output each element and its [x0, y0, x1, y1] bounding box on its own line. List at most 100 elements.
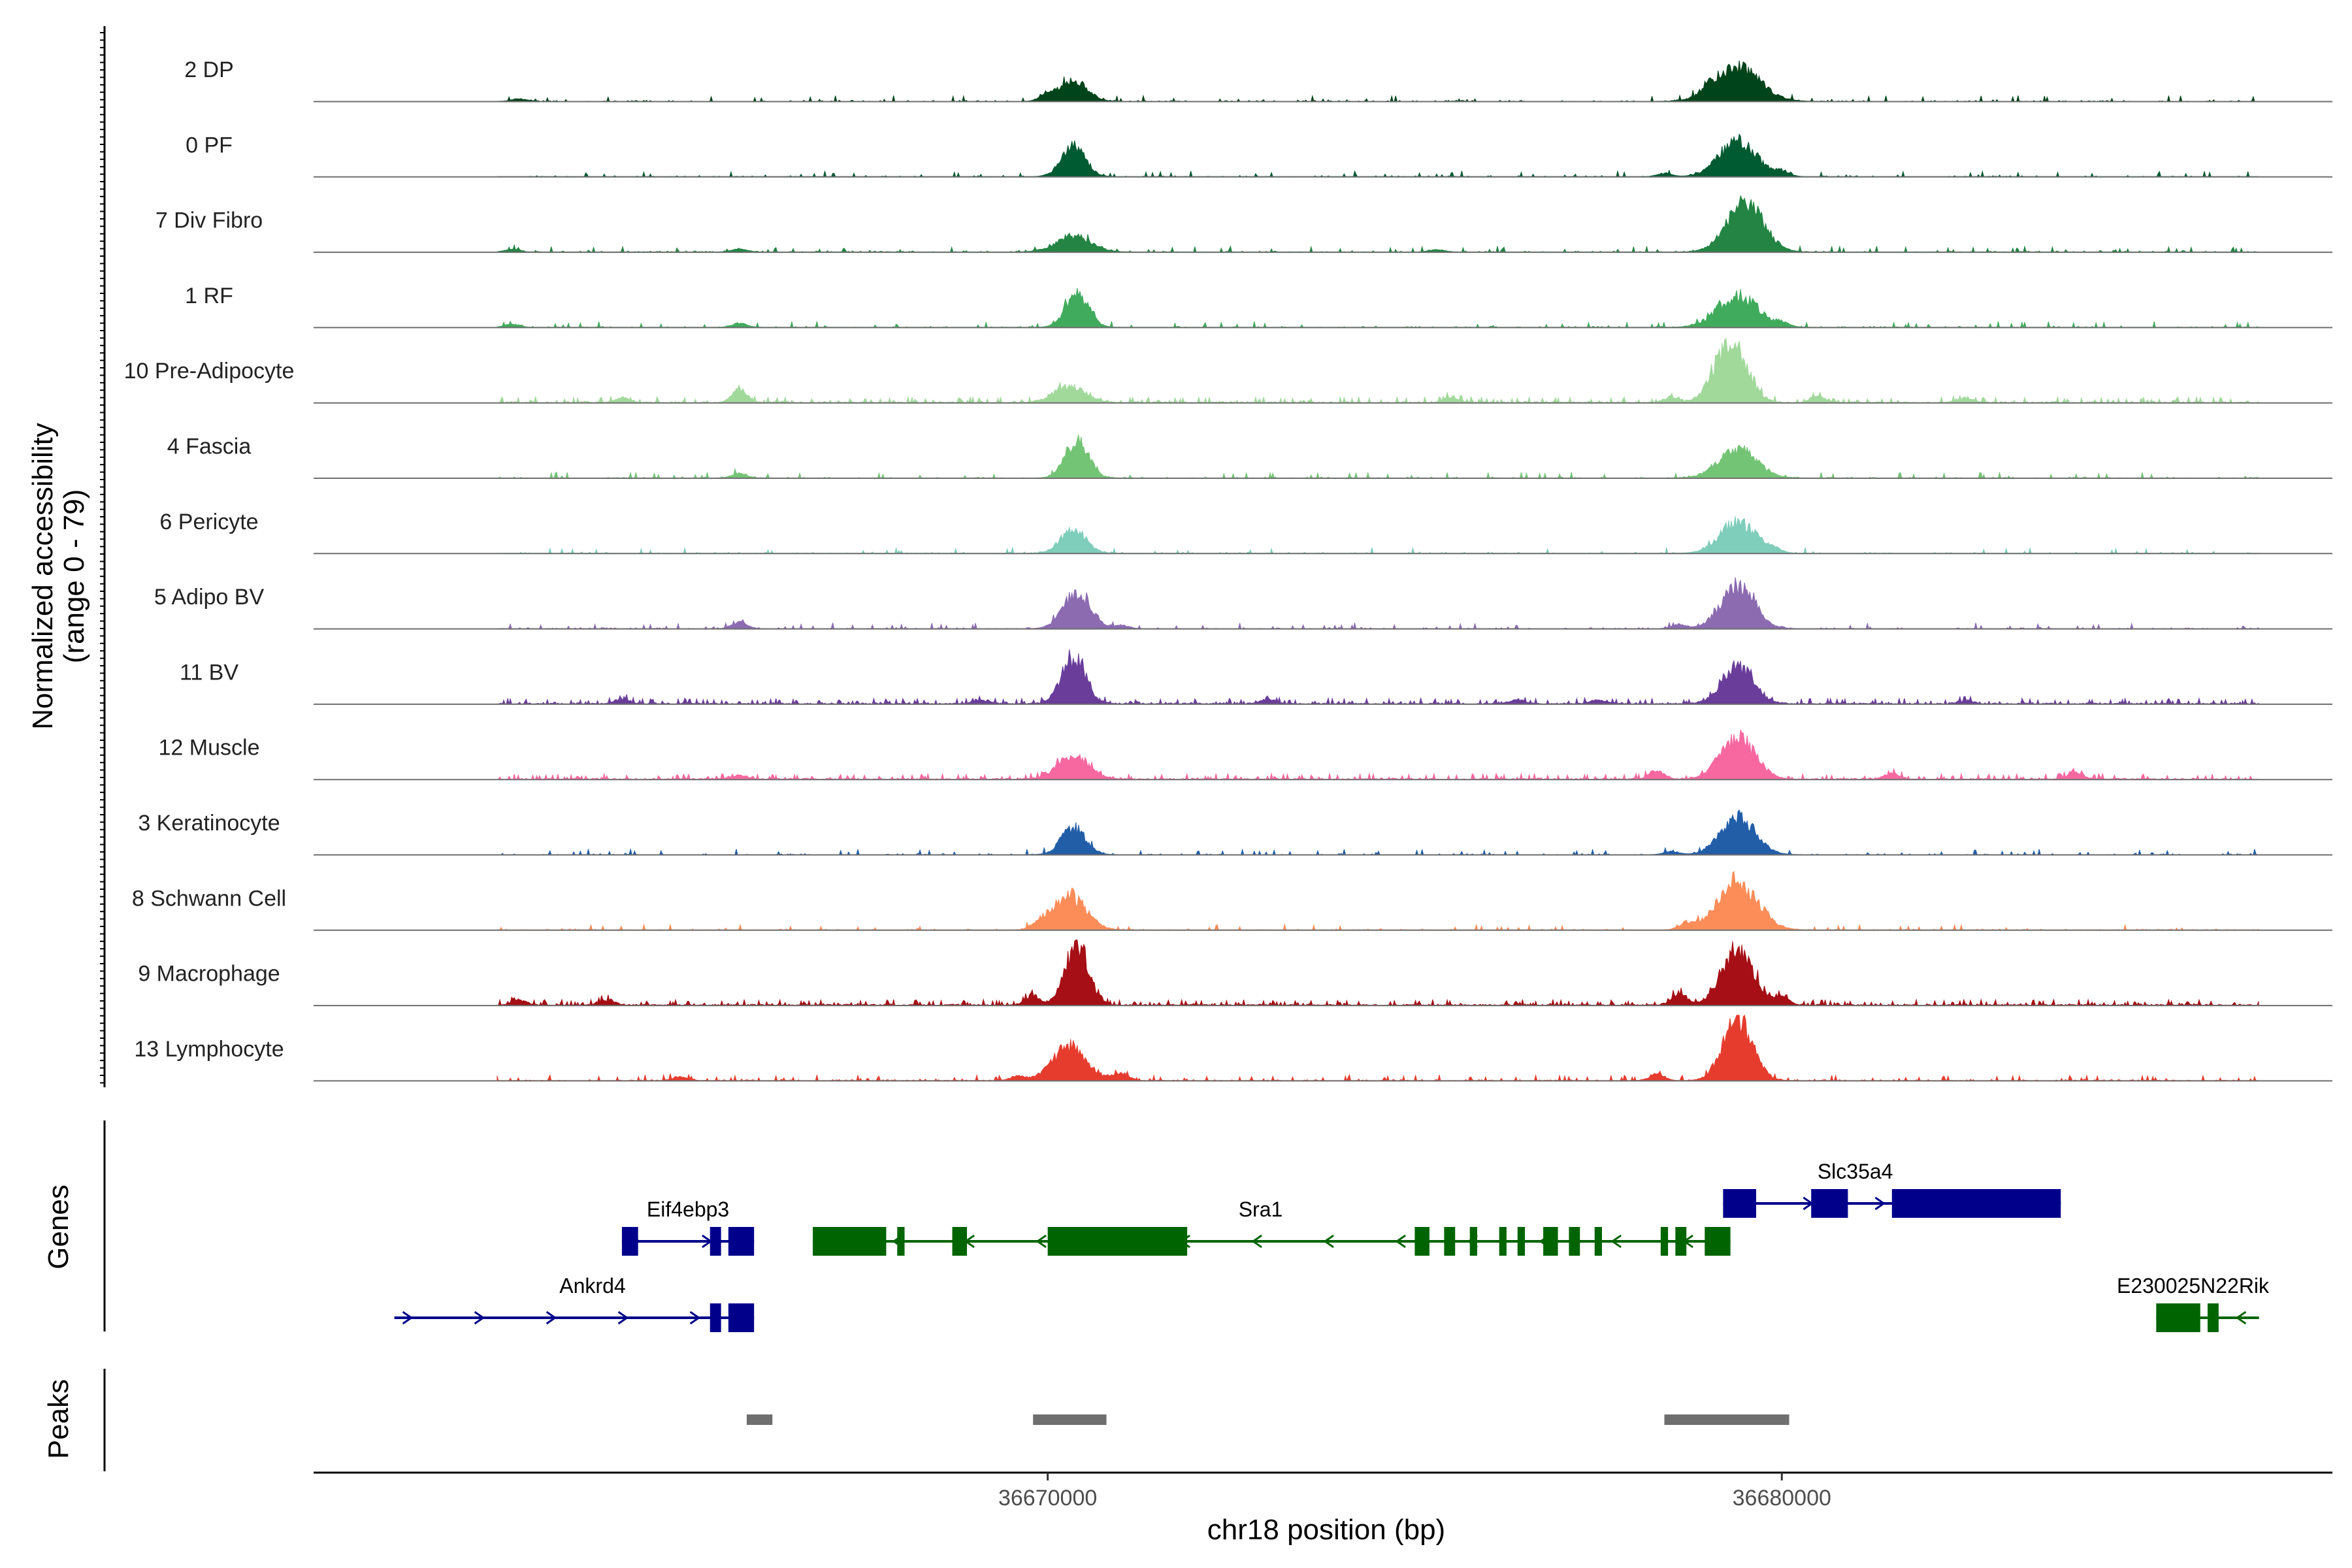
gene-label: Eif4ebp3 [647, 1198, 729, 1221]
peaks-panel [103, 1369, 1789, 1471]
gene-label: Sra1 [1239, 1198, 1283, 1221]
genes-panel-label: Genes [42, 1184, 74, 1269]
peak-region [1664, 1414, 1789, 1425]
gene-exon [1047, 1227, 1188, 1256]
coverage-area [497, 729, 2259, 781]
track-4-fascia: 4 Fascia [167, 434, 2332, 480]
coverage-area [497, 516, 2259, 555]
coverage-area [497, 133, 2259, 178]
gene-exon [1517, 1227, 1525, 1256]
strand-arrow [1323, 1234, 1334, 1249]
track-13-lymphocyte: 13 Lymphocyte [134, 1014, 2332, 1082]
gene-exon [1444, 1227, 1456, 1256]
gene-ankrd4: Ankrd4 [394, 1274, 755, 1332]
gene-label: E230025N22Rik [2117, 1274, 2270, 1298]
track-label: 1 RF [185, 284, 233, 308]
gene-exon [1594, 1227, 1602, 1256]
gene-exon [1414, 1227, 1429, 1256]
coverage-area [497, 338, 2259, 404]
gene-exon [2207, 1303, 2219, 1332]
x-tick-label: 36680000 [1733, 1486, 1831, 1511]
gene-exon [710, 1227, 721, 1256]
track-label: 5 Adipo BV [154, 585, 265, 610]
track-2-dp: 2 DP [184, 57, 2332, 103]
coverage-area [497, 194, 2259, 253]
track-label: 3 Keratinocyte [138, 811, 280, 836]
gene-eif4ebp3: Eif4ebp3 [621, 1198, 755, 1256]
gene-exon [952, 1227, 968, 1256]
gene-exon [2156, 1303, 2200, 1332]
track-label: 12 Muscle [159, 736, 260, 760]
gene-exon [813, 1227, 887, 1256]
gene-label: Ankrd4 [559, 1274, 625, 1298]
strand-arrow [402, 1311, 414, 1325]
coverage-area [497, 434, 2260, 480]
gene-exon [1811, 1189, 1848, 1218]
gene-label: Slc35a4 [1818, 1160, 1893, 1183]
gene-exon [728, 1227, 755, 1256]
peaks-panel-label: Peaks [42, 1379, 74, 1459]
coverage-area [497, 1014, 2259, 1082]
strand-arrow [1036, 1234, 1047, 1249]
peak-region [1033, 1414, 1107, 1425]
track-3-keratinocyte: 3 Keratinocyte [138, 809, 2332, 856]
gene-exon [621, 1227, 638, 1256]
track-9-macrophage: 9 Macrophage [138, 939, 2332, 1007]
track-5-adipo-bv: 5 Adipo BV [154, 577, 2332, 630]
gene-exon [1705, 1227, 1731, 1256]
strand-arrow [617, 1311, 629, 1325]
coverage-area [497, 870, 2259, 931]
gene-exon [1569, 1227, 1580, 1256]
track-label: 2 DP [184, 57, 234, 82]
track-0-pf: 0 PF [186, 133, 2332, 178]
gene-e230025n22rik: E230025N22Rik [2117, 1274, 2270, 1332]
coverage-tracks: 2 DP 0 PF 7 Div Fibro 1 RF 10 Pre-Adipocyte 4… [100, 26, 2332, 1088]
gene-exon [1469, 1227, 1477, 1256]
track-label: 11 BV [180, 660, 238, 685]
strand-arrow [546, 1311, 557, 1325]
coverage-area [497, 649, 2259, 706]
strand-arrow [1251, 1234, 1262, 1249]
gene-exon [1543, 1227, 1558, 1256]
gene-exon [1660, 1227, 1669, 1256]
track-7-div-fibro: 7 Div Fibro [155, 194, 2332, 253]
gene-sra1: Sra1 [813, 1198, 1731, 1256]
track-label: 0 PF [186, 133, 233, 157]
track-label: 7 Div Fibro [155, 208, 263, 233]
strand-arrow [1874, 1196, 1886, 1211]
gene-exon [1723, 1189, 1756, 1218]
gene-exon [1891, 1189, 2061, 1218]
track-1-rf: 1 RF [185, 284, 2332, 329]
coverage-area [497, 577, 2259, 630]
coverage-area [497, 939, 2259, 1007]
track-10-pre-adipocyte: 10 Pre-Adipocyte [124, 338, 2332, 404]
strand-arrow [2235, 1311, 2247, 1325]
track-label: 9 Macrophage [138, 962, 280, 987]
track-8-schwann-cell: 8 Schwann Cell [132, 870, 2332, 931]
y-axis-subtitle: (range 0 - 79) [58, 489, 90, 664]
gene-slc35a4: Slc35a4 [1723, 1160, 2061, 1218]
gene-exon [728, 1303, 755, 1332]
strand-arrow [1395, 1234, 1406, 1249]
coverage-area [497, 287, 2259, 329]
track-label: 8 Schwann Cell [132, 886, 286, 911]
track-label: 10 Pre-Adipocyte [124, 359, 295, 384]
track-label: 4 Fascia [167, 434, 252, 459]
y-axis-title: Normalized accessibility [27, 423, 59, 729]
track-12-muscle: 12 Muscle [159, 729, 2332, 781]
strand-arrow [474, 1311, 485, 1325]
coverage-area [497, 809, 2259, 856]
strand-arrow [1610, 1234, 1622, 1249]
track-label: 13 Lymphocyte [134, 1037, 284, 1062]
track-label: 6 Pericyte [159, 510, 258, 534]
track-11-bv: 11 BV [180, 649, 2332, 706]
strand-arrow [689, 1311, 701, 1325]
gene-exon [1675, 1227, 1687, 1256]
x-axis-title: chr18 position (bp) [1207, 1514, 1445, 1546]
gene-exon [897, 1227, 905, 1256]
gene-exon [1499, 1227, 1507, 1256]
track-6-pericyte: 6 Pericyte [159, 510, 2332, 555]
gene-exon [710, 1303, 721, 1332]
x-axis: 36670000 36680000 [314, 1471, 2332, 1511]
